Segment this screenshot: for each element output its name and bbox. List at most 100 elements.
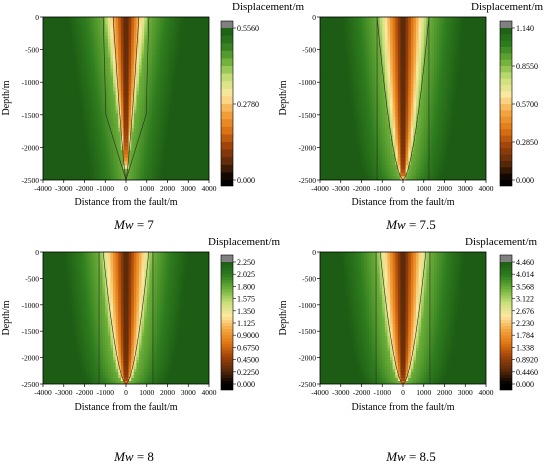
heatmap-cell <box>123 142 127 148</box>
heatmap-cell <box>53 28 57 33</box>
heatmap-cell <box>66 131 70 137</box>
heatmap-cell <box>110 65 114 70</box>
heatmap-cell <box>55 113 60 118</box>
heatmap-cell <box>170 176 174 180</box>
heatmap-cell <box>136 94 140 100</box>
heatmap-cell <box>131 120 135 126</box>
heatmap-cell <box>340 46 344 51</box>
heatmap-cell <box>81 150 86 155</box>
heatmap-cell <box>100 135 104 140</box>
heatmap-cell <box>473 113 477 118</box>
heatmap-cell <box>193 83 197 88</box>
heatmap-cell <box>100 146 104 151</box>
heatmap-cell <box>92 46 96 51</box>
heatmap-cell <box>415 31 420 37</box>
heatmap-cell <box>392 94 396 100</box>
heatmap-cell <box>351 46 355 51</box>
heatmap-cell <box>136 57 140 63</box>
heatmap-cell <box>379 50 383 55</box>
heatmap-cell <box>413 135 417 140</box>
heatmap-cell <box>170 79 174 85</box>
heatmap-cell <box>94 68 99 74</box>
heatmap-cell <box>87 91 91 96</box>
heatmap-cell <box>196 161 200 166</box>
heatmap-cell <box>128 98 132 103</box>
heatmap-cell <box>374 24 378 29</box>
heatmap-cell <box>66 24 70 29</box>
heatmap-cell <box>452 24 456 29</box>
heatmap-cell <box>120 113 124 118</box>
heatmap-cell <box>105 35 109 40</box>
heatmap-cell <box>53 165 57 170</box>
heatmap-cell <box>444 113 448 118</box>
heatmap-cell <box>105 135 109 140</box>
heatmap-cell <box>185 168 189 174</box>
heatmap-cell <box>157 146 161 151</box>
heatmap-cell <box>162 150 166 155</box>
heatmap-cell <box>434 128 438 133</box>
heatmap-cell <box>146 105 150 111</box>
heatmap-cell <box>190 176 195 180</box>
heatmap-cell <box>465 31 469 37</box>
heatmap-cell <box>164 61 169 66</box>
heatmap-cell <box>467 31 472 37</box>
heatmap-cell <box>63 94 67 100</box>
heatmap-cell <box>418 54 422 59</box>
heatmap-cell <box>201 68 205 74</box>
heatmap-cell <box>89 46 93 51</box>
heatmap-cell <box>415 72 420 77</box>
heatmap-cell <box>87 139 91 144</box>
heatmap-cell <box>45 91 49 96</box>
heatmap-cell <box>206 50 209 55</box>
heatmap-cell <box>94 172 99 177</box>
heatmap-cell <box>390 105 394 111</box>
heatmap-cell <box>343 102 347 107</box>
heatmap-cell <box>382 65 386 70</box>
heatmap-cell <box>105 165 109 170</box>
heatmap-cell <box>71 165 75 170</box>
heatmap-cell <box>102 105 106 111</box>
heatmap-cell <box>356 87 360 92</box>
heatmap-cell <box>348 91 352 96</box>
heatmap-cell <box>74 172 78 177</box>
heatmap-cell <box>188 150 192 155</box>
heatmap-cell <box>338 42 342 48</box>
heatmap-cell <box>320 135 324 140</box>
heatmap-cell <box>185 176 189 180</box>
heatmap-cell <box>97 20 101 25</box>
heatmap-cell <box>421 120 425 126</box>
heatmap-cell <box>55 65 60 70</box>
heatmap-cell <box>113 105 117 111</box>
heatmap-cell <box>397 83 401 88</box>
heatmap-cell <box>141 105 145 111</box>
heatmap-cell <box>107 87 112 92</box>
heatmap-cell <box>351 117 355 122</box>
heatmap-cell <box>74 146 78 151</box>
heatmap-cell <box>180 42 184 48</box>
heatmap-cell <box>157 42 161 48</box>
heatmap-cell <box>71 24 75 29</box>
heatmap-cell <box>87 46 91 51</box>
heatmap-cell <box>452 50 456 55</box>
heatmap-cell <box>110 83 114 88</box>
heatmap-cell <box>43 120 47 126</box>
heatmap-cell <box>115 42 119 48</box>
heatmap-cell <box>423 20 427 25</box>
heatmap-cell <box>50 87 54 92</box>
heatmap-cell <box>332 65 337 70</box>
heatmap-cell <box>480 24 484 29</box>
heatmap-cell <box>483 83 486 88</box>
heatmap-cell <box>413 105 417 111</box>
heatmap-cell <box>356 28 360 33</box>
heatmap-cell <box>421 35 425 40</box>
heatmap-cell <box>175 172 179 177</box>
heatmap-cell <box>133 139 137 144</box>
heatmap-cell <box>48 57 52 63</box>
heatmap-cell <box>196 20 200 25</box>
heatmap-cell <box>97 79 101 85</box>
heatmap-cell <box>366 128 370 133</box>
heatmap-cell <box>198 42 202 48</box>
heatmap-cell <box>478 76 482 81</box>
heatmap-cell <box>170 113 174 118</box>
heatmap-cell <box>76 142 80 148</box>
